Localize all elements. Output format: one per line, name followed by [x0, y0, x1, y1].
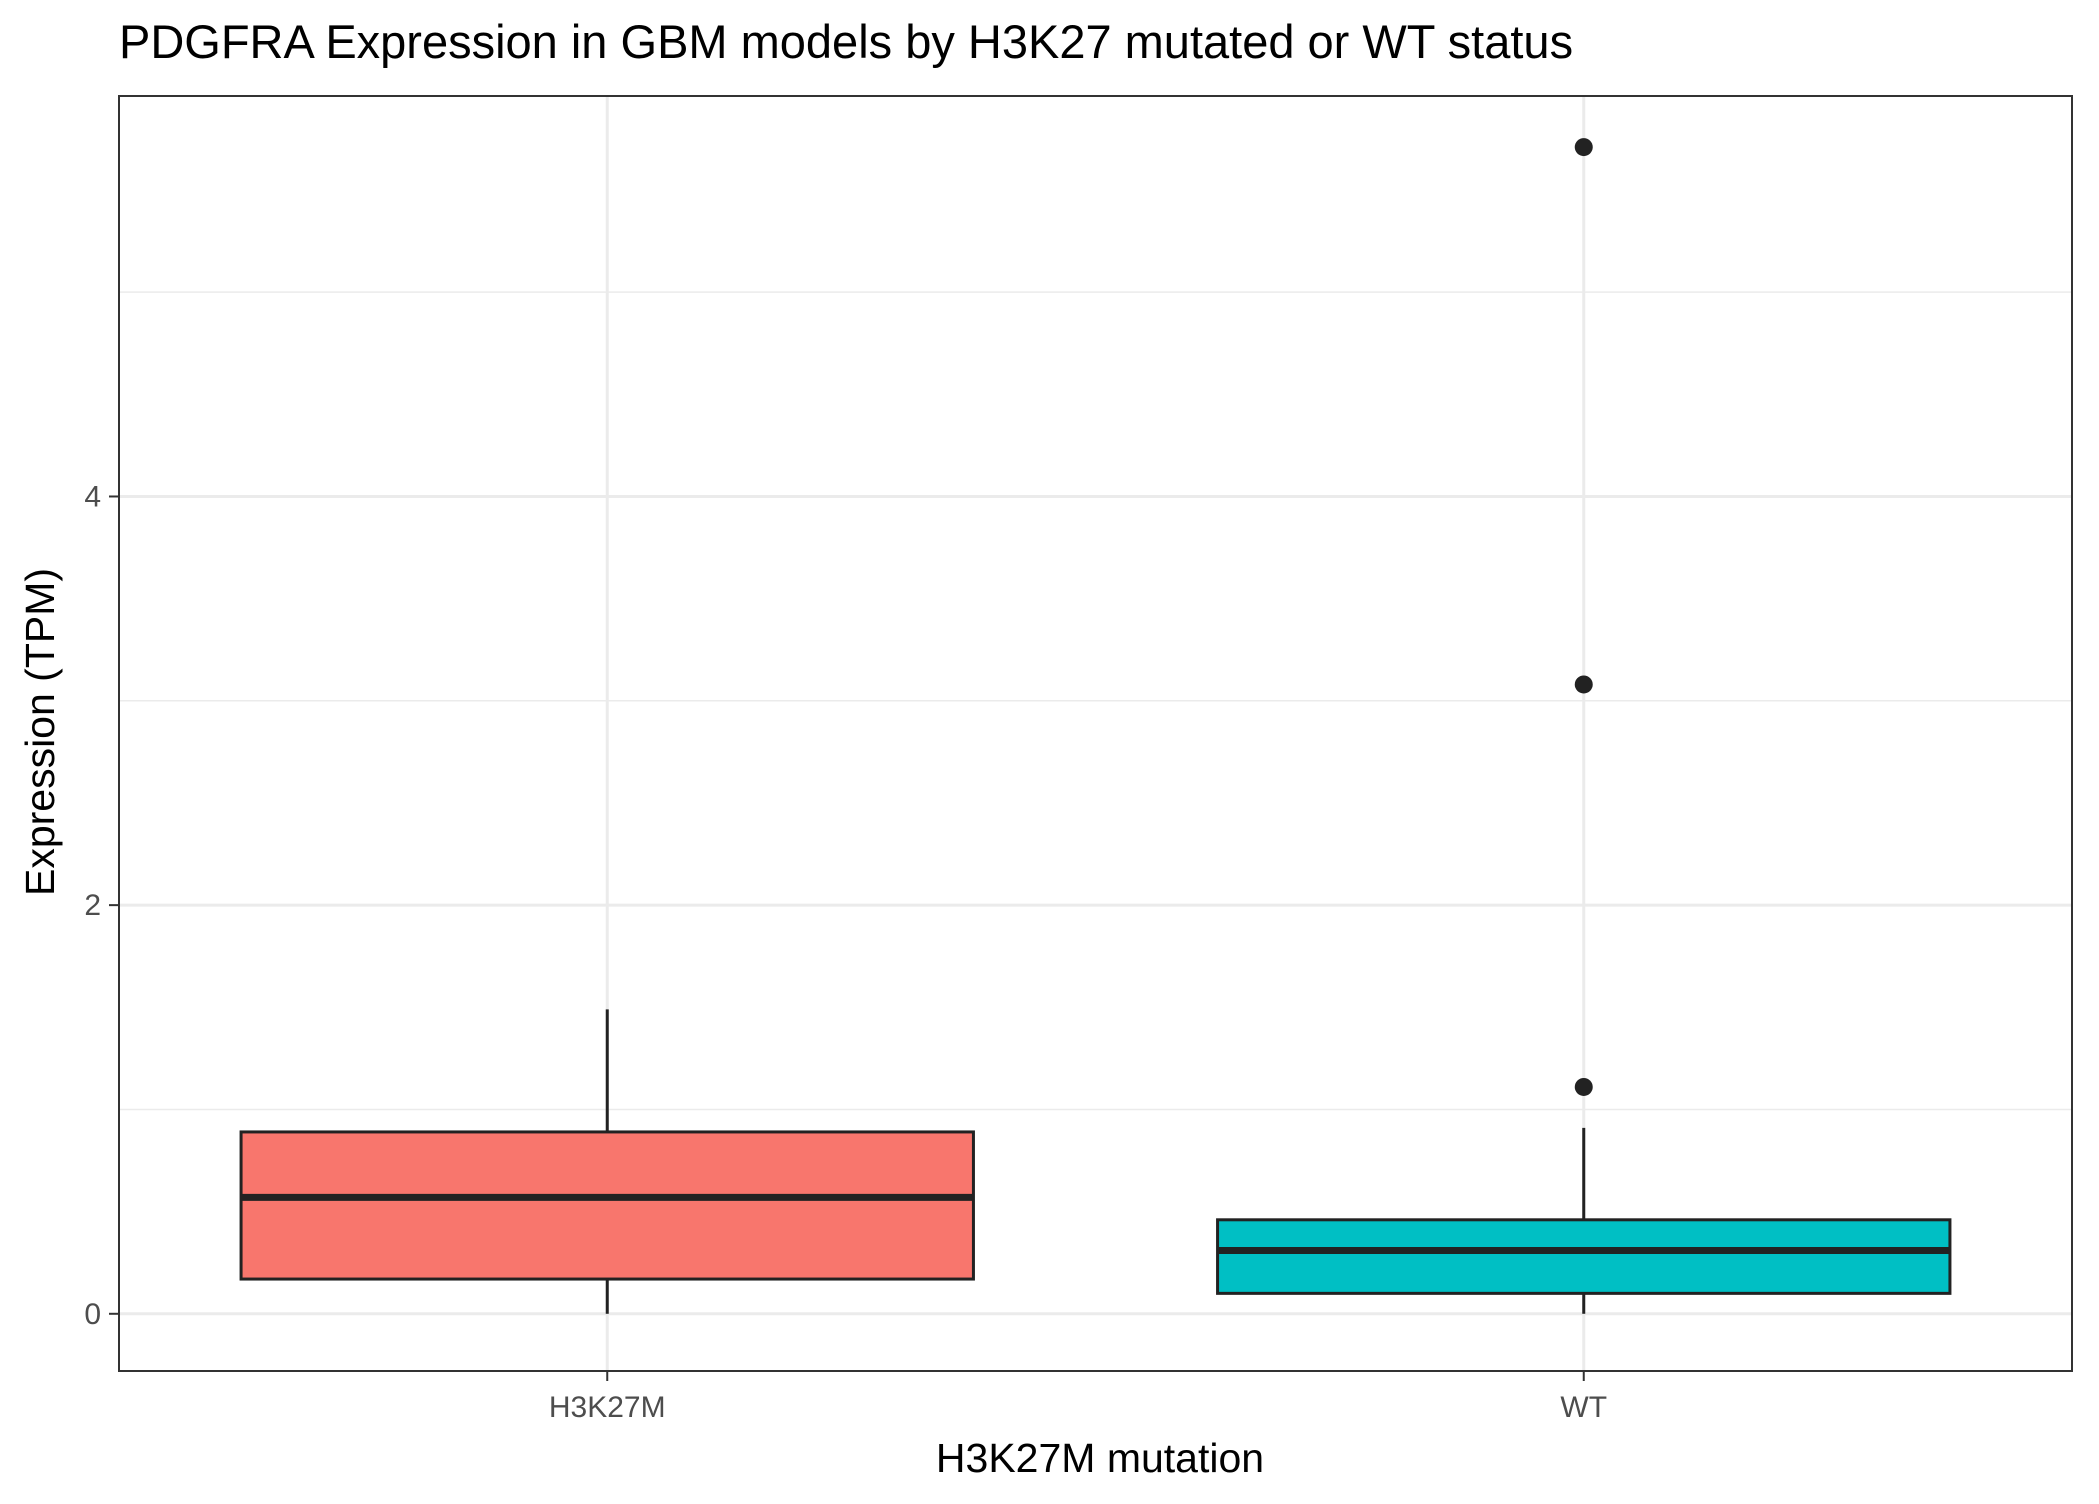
y-axis-title: Expression (TPM): [17, 568, 63, 896]
y-tick-label: 4: [84, 480, 101, 513]
axes: 0 2 4 H3K27M WT: [84, 480, 1607, 1424]
x-axis-title: H3K27M mutation: [936, 1435, 1264, 1481]
x-tick-label: WT: [1560, 1391, 1607, 1424]
chart-title: PDGFRA Expression in GBM models by H3K27…: [119, 15, 1573, 68]
box-layer: [239, 138, 1952, 1314]
box-h3k27m: [239, 1009, 975, 1314]
panel-border: [118, 95, 2073, 1372]
outlier-point: [1574, 675, 1593, 694]
box-wt: [1216, 138, 1952, 1314]
y-tick-label: 2: [84, 889, 101, 922]
outlier-point: [1574, 1077, 1593, 1096]
box-iqr: [239, 1130, 975, 1281]
x-tick-label: H3K27M: [549, 1391, 666, 1424]
outlier-point: [1574, 138, 1593, 157]
box-iqr: [1216, 1218, 1952, 1295]
y-tick-label: 0: [84, 1298, 101, 1331]
